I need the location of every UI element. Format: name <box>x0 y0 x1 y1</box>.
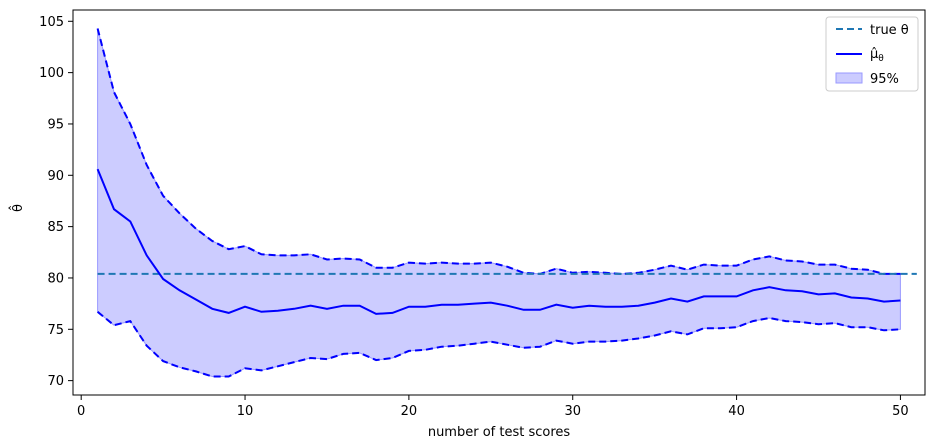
x-tick-label: 40 <box>728 404 745 419</box>
lower-bound-line <box>96 311 901 378</box>
y-tick-label: 75 <box>47 323 64 338</box>
y-tick-label: 105 <box>39 15 64 30</box>
plot-area <box>96 28 917 378</box>
x-tick-label: 0 <box>77 404 85 419</box>
legend-true-theta-label: true θ <box>870 23 909 38</box>
x-tick-label: 10 <box>237 404 254 419</box>
y-tick-label: 70 <box>47 374 64 389</box>
mu-hat-line <box>96 168 901 315</box>
y-axis-label: θ̂ <box>9 204 26 212</box>
legend: true θ μ̂θ 95% <box>825 16 919 92</box>
y-tick-label: 95 <box>47 117 64 132</box>
axes-frame <box>72 9 926 396</box>
x-axis-label: number of test scores <box>428 425 571 440</box>
y-tick-label: 80 <box>47 271 64 286</box>
y-tick-label: 85 <box>47 220 64 235</box>
y-tick-label: 90 <box>47 169 64 184</box>
x-tick-label: 30 <box>564 404 581 419</box>
y-tick-label: 100 <box>39 66 64 81</box>
legend-mu-hat-label: μ̂θ <box>870 47 884 64</box>
legend-band-label: 95% <box>870 72 899 87</box>
y-axis-ticks: 70 75 80 85 90 95 100 105 <box>39 15 73 389</box>
legend-band-swatch <box>835 72 863 84</box>
x-tick-label: 20 <box>401 404 418 419</box>
upper-bound-line <box>96 28 901 275</box>
x-axis-ticks: 0 10 20 30 40 50 <box>77 395 909 419</box>
x-tick-label: 50 <box>892 404 909 419</box>
